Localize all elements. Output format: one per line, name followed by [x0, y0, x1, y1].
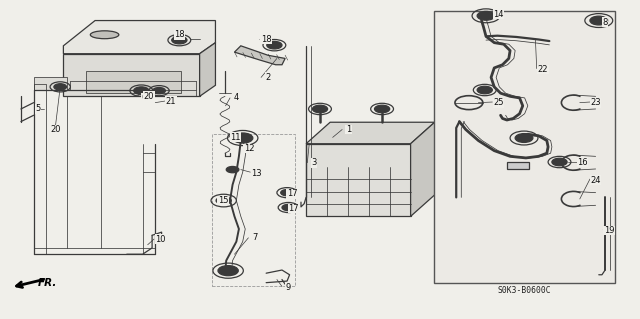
Text: 19: 19: [604, 226, 614, 235]
Polygon shape: [34, 78, 67, 90]
Polygon shape: [63, 20, 216, 54]
Polygon shape: [86, 71, 180, 93]
Circle shape: [216, 197, 231, 204]
Text: 20: 20: [143, 92, 154, 101]
Text: 4: 4: [234, 93, 239, 102]
Circle shape: [477, 11, 495, 20]
Text: 11: 11: [230, 133, 241, 142]
Bar: [212, 134, 294, 286]
Text: 17: 17: [288, 204, 299, 213]
Polygon shape: [63, 54, 200, 96]
Text: 7: 7: [252, 233, 257, 242]
Bar: [306, 144, 411, 216]
Circle shape: [477, 86, 492, 94]
Circle shape: [153, 87, 165, 94]
Bar: [507, 162, 529, 169]
Text: 25: 25: [493, 98, 504, 107]
Ellipse shape: [90, 31, 119, 39]
Text: 6: 6: [141, 93, 147, 102]
Text: 23: 23: [590, 98, 601, 107]
Text: FR.: FR.: [38, 278, 58, 288]
Polygon shape: [200, 43, 216, 96]
Circle shape: [590, 16, 607, 25]
Text: 3: 3: [311, 158, 316, 167]
Text: 15: 15: [218, 196, 228, 205]
Text: 13: 13: [252, 169, 262, 178]
Text: 16: 16: [577, 158, 588, 167]
Circle shape: [232, 133, 253, 143]
Text: S0K3-B0600C: S0K3-B0600C: [497, 286, 551, 295]
Circle shape: [134, 87, 149, 94]
Text: 2: 2: [266, 73, 271, 82]
Text: 14: 14: [493, 10, 504, 19]
Circle shape: [552, 158, 567, 166]
Circle shape: [515, 134, 533, 143]
Text: 18: 18: [261, 35, 271, 44]
Polygon shape: [411, 122, 435, 216]
Text: 8: 8: [602, 18, 608, 26]
Text: 17: 17: [287, 189, 298, 198]
Text: 10: 10: [155, 234, 166, 244]
Polygon shape: [306, 122, 435, 144]
Circle shape: [172, 36, 187, 44]
Text: 24: 24: [590, 175, 601, 184]
Text: 5: 5: [35, 104, 41, 114]
Text: 1: 1: [346, 125, 351, 134]
Text: 20: 20: [50, 125, 60, 134]
Polygon shape: [234, 46, 285, 65]
Circle shape: [267, 41, 282, 49]
Circle shape: [54, 84, 67, 90]
Text: 9: 9: [285, 283, 291, 292]
Bar: [434, 11, 614, 283]
Circle shape: [281, 189, 293, 196]
Circle shape: [282, 204, 294, 211]
Circle shape: [218, 266, 238, 276]
Text: 22: 22: [538, 65, 548, 74]
Text: 12: 12: [244, 144, 254, 153]
Circle shape: [312, 105, 328, 113]
Circle shape: [226, 167, 239, 173]
Circle shape: [374, 105, 390, 113]
Text: 21: 21: [166, 97, 177, 106]
Text: 18: 18: [174, 30, 185, 39]
